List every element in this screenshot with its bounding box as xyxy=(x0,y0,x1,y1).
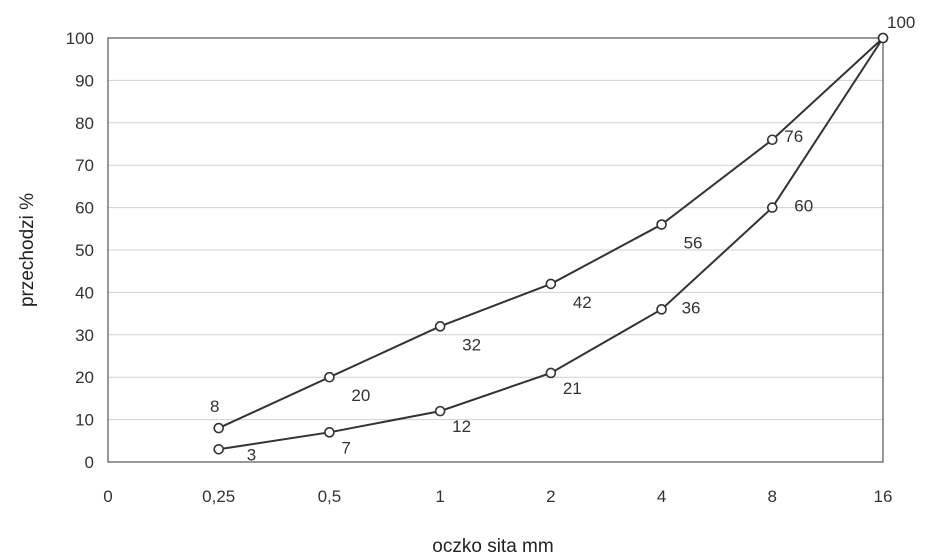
series-1-data-label-0: 8 xyxy=(210,397,219,416)
plot-area-frame xyxy=(107,37,884,463)
y-tick-label-10: 10 xyxy=(75,411,94,430)
series-2-data-label-3: 21 xyxy=(563,379,582,398)
series-2-point-2 xyxy=(434,405,446,417)
y-tick-label-0: 0 xyxy=(85,453,94,472)
y-tick-label-80: 80 xyxy=(75,114,94,133)
series-1-point-0 xyxy=(213,422,225,434)
y-tick-label-100: 100 xyxy=(66,29,94,48)
series-1-point-1 xyxy=(324,371,335,383)
series-2-point-0 xyxy=(213,443,225,455)
x-tick-label-6: 8 xyxy=(768,487,777,506)
x-tick-label-0: 0 xyxy=(103,487,112,506)
x-axis-title: oczko sita mm xyxy=(432,536,553,557)
series-2-data-label-5: 60 xyxy=(794,197,813,216)
series-1-point-2 xyxy=(434,321,446,332)
series-1-data-label-6: 100 xyxy=(887,13,915,32)
gridlines xyxy=(108,79,883,421)
y-tick-label-70: 70 xyxy=(75,156,94,175)
series-1-data-label-3: 42 xyxy=(573,293,592,312)
series-1-data-label-5: 76 xyxy=(784,127,803,146)
series-2-data-label-4: 36 xyxy=(682,298,701,317)
x-tick-label-5: 4 xyxy=(657,487,666,506)
x-tick-label-4: 2 xyxy=(546,487,555,506)
x-axis-ticks: 0 0,25 0,5 1 2 4 8 16 xyxy=(103,487,892,506)
y-axis-title: przechodzi % xyxy=(17,193,38,307)
series-1-data-label-4: 56 xyxy=(684,234,703,253)
series-2-point-4 xyxy=(656,304,667,315)
series-2-point-3 xyxy=(545,367,557,379)
series-1-data-label-2: 32 xyxy=(462,335,481,354)
y-tick-label-50: 50 xyxy=(75,241,94,260)
x-tick-label-2: 0,5 xyxy=(318,487,342,506)
y-tick-label-40: 40 xyxy=(75,283,94,302)
series-2-data-label-1: 7 xyxy=(341,438,350,457)
series-2-data-label-2: 12 xyxy=(452,417,471,436)
data-labels: 8 20 32 42 56 76 100 3 7 12 21 36 60 xyxy=(210,13,915,464)
series-1-point-5 xyxy=(766,134,778,146)
series-2-point-6 xyxy=(877,32,889,44)
x-tick-label-7: 16 xyxy=(874,487,893,506)
series-2-point-5 xyxy=(766,202,778,213)
y-axis-ticks: 0 10 20 30 40 50 60 70 80 90 100 xyxy=(66,29,94,472)
y-tick-label-30: 30 xyxy=(75,326,94,345)
series-2-data-label-0: 3 xyxy=(247,445,256,464)
x-tick-label-3: 1 xyxy=(435,487,444,506)
x-tick-label-1: 0,25 xyxy=(202,487,235,506)
series-layer xyxy=(213,32,889,455)
series-2-line xyxy=(218,37,884,451)
y-tick-label-20: 20 xyxy=(75,368,94,387)
series-2-point-1 xyxy=(324,427,335,438)
y-tick-label-60: 60 xyxy=(75,199,94,218)
y-tick-label-90: 90 xyxy=(75,71,94,90)
series-1-point-4 xyxy=(656,219,667,230)
series-1-point-3 xyxy=(545,278,557,290)
series-1-data-label-1: 20 xyxy=(351,386,370,405)
